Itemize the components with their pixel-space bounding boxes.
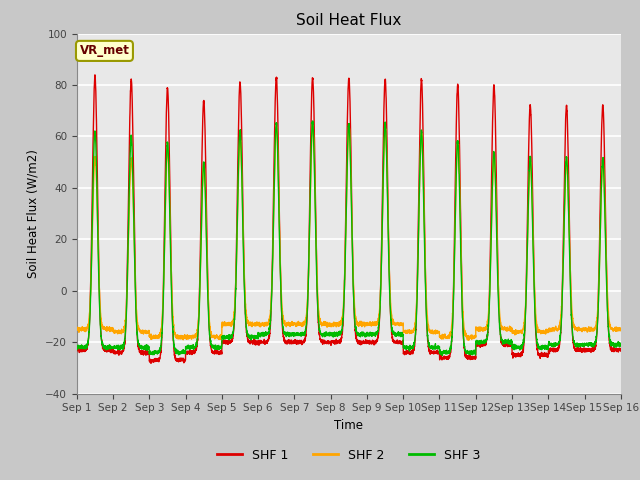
SHF 3 <box>471 349 479 355</box>
SHF 3 <box>617 342 625 348</box>
SHF 3 <box>329 332 337 338</box>
SHF 2 <box>309 120 317 126</box>
SHF 3 <box>73 345 81 351</box>
SHF 2 <box>171 331 179 337</box>
Text: VR_met: VR_met <box>79 44 129 58</box>
SHF 1 <box>502 341 509 347</box>
SHF 2 <box>471 334 479 340</box>
SHF 3 <box>502 338 509 344</box>
SHF 2 <box>617 326 625 332</box>
SHF 1 <box>91 72 99 78</box>
SHF 3 <box>171 345 179 350</box>
SHF 2 <box>465 337 472 343</box>
SHF 2 <box>329 323 337 328</box>
X-axis label: Time: Time <box>334 419 364 432</box>
Legend: SHF 1, SHF 2, SHF 3: SHF 1, SHF 2, SHF 3 <box>212 444 486 467</box>
Line: SHF 2: SHF 2 <box>77 123 621 340</box>
SHF 3 <box>616 343 624 349</box>
Line: SHF 3: SHF 3 <box>77 121 621 356</box>
SHF 1 <box>171 355 179 360</box>
Y-axis label: Soil Heat Flux (W/m2): Soil Heat Flux (W/m2) <box>27 149 40 278</box>
SHF 1 <box>73 345 81 351</box>
Title: Soil Heat Flux: Soil Heat Flux <box>296 13 401 28</box>
SHF 1 <box>329 339 337 345</box>
SHF 2 <box>616 328 624 334</box>
SHF 2 <box>502 326 509 332</box>
SHF 3 <box>438 353 446 359</box>
SHF 1 <box>617 347 625 353</box>
SHF 1 <box>471 354 479 360</box>
SHF 2 <box>73 326 81 332</box>
SHF 1 <box>441 356 449 361</box>
SHF 1 <box>147 360 155 366</box>
SHF 1 <box>616 348 624 353</box>
SHF 3 <box>309 118 317 124</box>
Line: SHF 1: SHF 1 <box>77 75 621 363</box>
SHF 2 <box>441 333 449 338</box>
SHF 3 <box>441 349 449 355</box>
